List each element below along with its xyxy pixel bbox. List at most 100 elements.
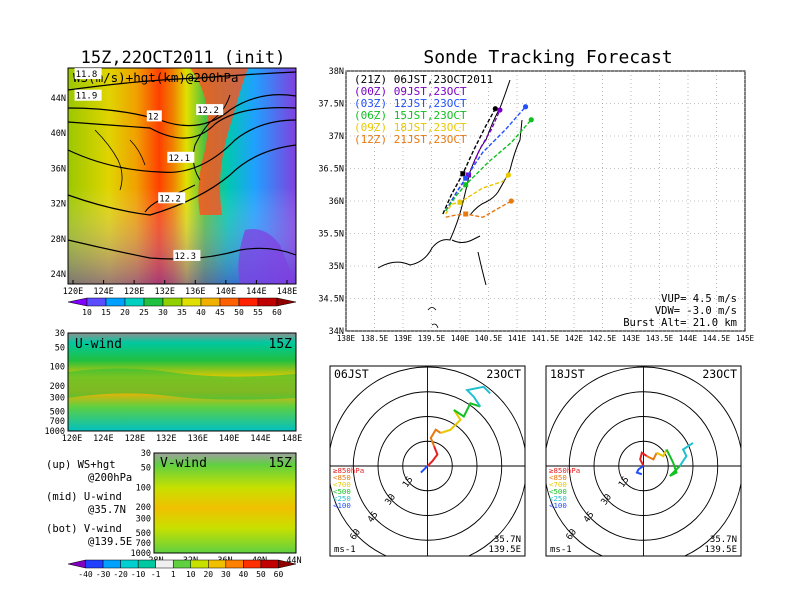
colorbar-tick: 35 (177, 308, 187, 317)
x-tick-label: 144E (246, 287, 266, 297)
hodograph-legend: <700 (333, 480, 351, 489)
ws-map-panel: WS(m/s)+hgt(km)@200hPa 11.8 11.9 12 12.2 12.… (51, 67, 297, 297)
track-marker (460, 171, 466, 177)
colorbar-tick: 50 (234, 308, 244, 317)
colorbar-cell (200, 297, 221, 307)
colorbar-tick: 60 (272, 308, 282, 317)
pressure-tick: 1000 (45, 427, 65, 437)
hodograph-trace (465, 385, 491, 408)
colorbar-tick: -1 (151, 570, 161, 579)
x-tick-label: 132E (154, 287, 174, 297)
y-tick-label: 38N (329, 67, 344, 77)
pressure-tick: 300 (50, 393, 65, 403)
hodograph-trace (665, 449, 681, 477)
y-tick-label: 35N (329, 262, 344, 272)
tracking-y-ticks: 38N 37.5N 37N 36.5N 36N 35.5N 35N 34.5N 34N (318, 67, 344, 337)
tracking-legend: (21Z) 06JST,23OCT2011(00Z) 09JST,23OCT(0… (354, 73, 493, 146)
contour-label: 12.2 (197, 106, 219, 116)
colorbar-tick: 1 (171, 570, 176, 579)
colorbar-cell (155, 559, 174, 569)
x-tick-label: 143.5E (646, 334, 674, 343)
hodograph-time: 06JST (334, 367, 369, 381)
x-tick-label: 144E (250, 434, 270, 444)
hodograph-date: 23OCT (486, 367, 521, 381)
colorbar-tick: 20 (203, 570, 213, 579)
hodograph-trace (420, 465, 429, 474)
x-tick-label: 142E (565, 334, 584, 343)
ws-map-label: WS(m/s)+hgt(km)@200hPa (73, 70, 239, 85)
colorbar-tick: 60 (274, 570, 284, 579)
x-tick-label: 128E (125, 434, 145, 444)
burst-point (508, 198, 514, 204)
colorbar-tick: 30 (221, 570, 231, 579)
track-marker (457, 199, 463, 205)
legend-mid: (mid) U-wind (46, 491, 122, 503)
x-tick-label: 138E (337, 334, 356, 343)
v-wind-label: V-wind (160, 456, 207, 471)
colorbar-cell (238, 297, 259, 307)
x-tick-label: 132E (156, 434, 176, 444)
colorbar-cell (67, 297, 88, 307)
hodograph-legend: ≥850hPa (333, 466, 364, 475)
pressure-tick: 50 (141, 464, 151, 474)
x-tick-label: 138.5E (361, 334, 389, 343)
contour-label: 12.2 (159, 194, 181, 204)
track-line (445, 106, 527, 212)
burst-point (492, 106, 498, 112)
colorbar-cell (219, 297, 240, 307)
legend-up: (up) WS+hgt (46, 459, 116, 471)
hodograph-legend: <850 (333, 473, 351, 482)
pressure-tick: 200 (136, 503, 151, 513)
hodograph-legend: <850 (549, 473, 567, 482)
hodograph-trace (656, 449, 668, 458)
vdw-annotation: VDW= -3.0 m/s (655, 305, 737, 317)
legend-entry: (21Z) 06JST,23OCT2011 (354, 73, 493, 86)
x-tick-label: 144E (679, 334, 698, 343)
colorbar-cell (257, 297, 278, 307)
x-tick-label: 139.5E (418, 334, 446, 343)
colorbar-tick: 40 (196, 308, 206, 317)
contour-label-bg (146, 110, 162, 122)
burst-annotation: Burst Alt= 21.0 km (623, 317, 737, 329)
hodograph-trace (635, 465, 645, 476)
colorbar-tick: -30 (96, 570, 111, 579)
colorbar-cell (137, 559, 156, 569)
contour-label-bg (74, 68, 102, 80)
pressure-tick: 700 (50, 417, 65, 427)
x-tick-label: 120E (62, 434, 82, 444)
hodograph-time: 18JST (550, 367, 585, 381)
x-tick-label: 145E (736, 334, 755, 343)
colorbar-cell (260, 559, 279, 569)
coastline (377, 79, 523, 286)
y-tick-label: 37N (329, 132, 344, 142)
ws-map-frame (67, 67, 297, 285)
colorbar-cell (276, 297, 297, 307)
hodograph-legend: <500 (333, 487, 351, 496)
contour-label: 12.3 (174, 252, 196, 262)
colorbar-tick: -20 (113, 570, 128, 579)
colorbar-cell (243, 559, 262, 569)
colorbar-tick: 15 (101, 308, 111, 317)
pressure-tick: 300 (136, 515, 151, 525)
x-tick-label: 148E (282, 434, 302, 444)
colorbar-tick: -40 (78, 570, 93, 579)
legend-entry: (12Z) 21JST,23OCT (354, 133, 467, 146)
contour-line (67, 71, 297, 91)
x-tick-label: 120E (63, 287, 83, 297)
hodograph-legend: <100 (333, 501, 351, 510)
u-wind-label: U-wind (75, 337, 122, 352)
legend-entry: (09Z) 18JST,23OCT (354, 121, 467, 134)
x-tick-label: 140.5E (475, 334, 503, 343)
y-tick-label: 24N (51, 270, 66, 280)
colorbar-tick: 10 (186, 570, 196, 579)
colorbar-cell (86, 297, 107, 307)
x-tick-label: 140E (219, 434, 239, 444)
x-tick-label: 124E (93, 287, 113, 297)
island-outline (427, 307, 439, 329)
pressure-tick: 30 (141, 449, 151, 459)
v-wind-frame (153, 452, 297, 554)
x-tick-label: 136E (185, 287, 205, 297)
y-tick-label: 34.5N (318, 295, 344, 305)
